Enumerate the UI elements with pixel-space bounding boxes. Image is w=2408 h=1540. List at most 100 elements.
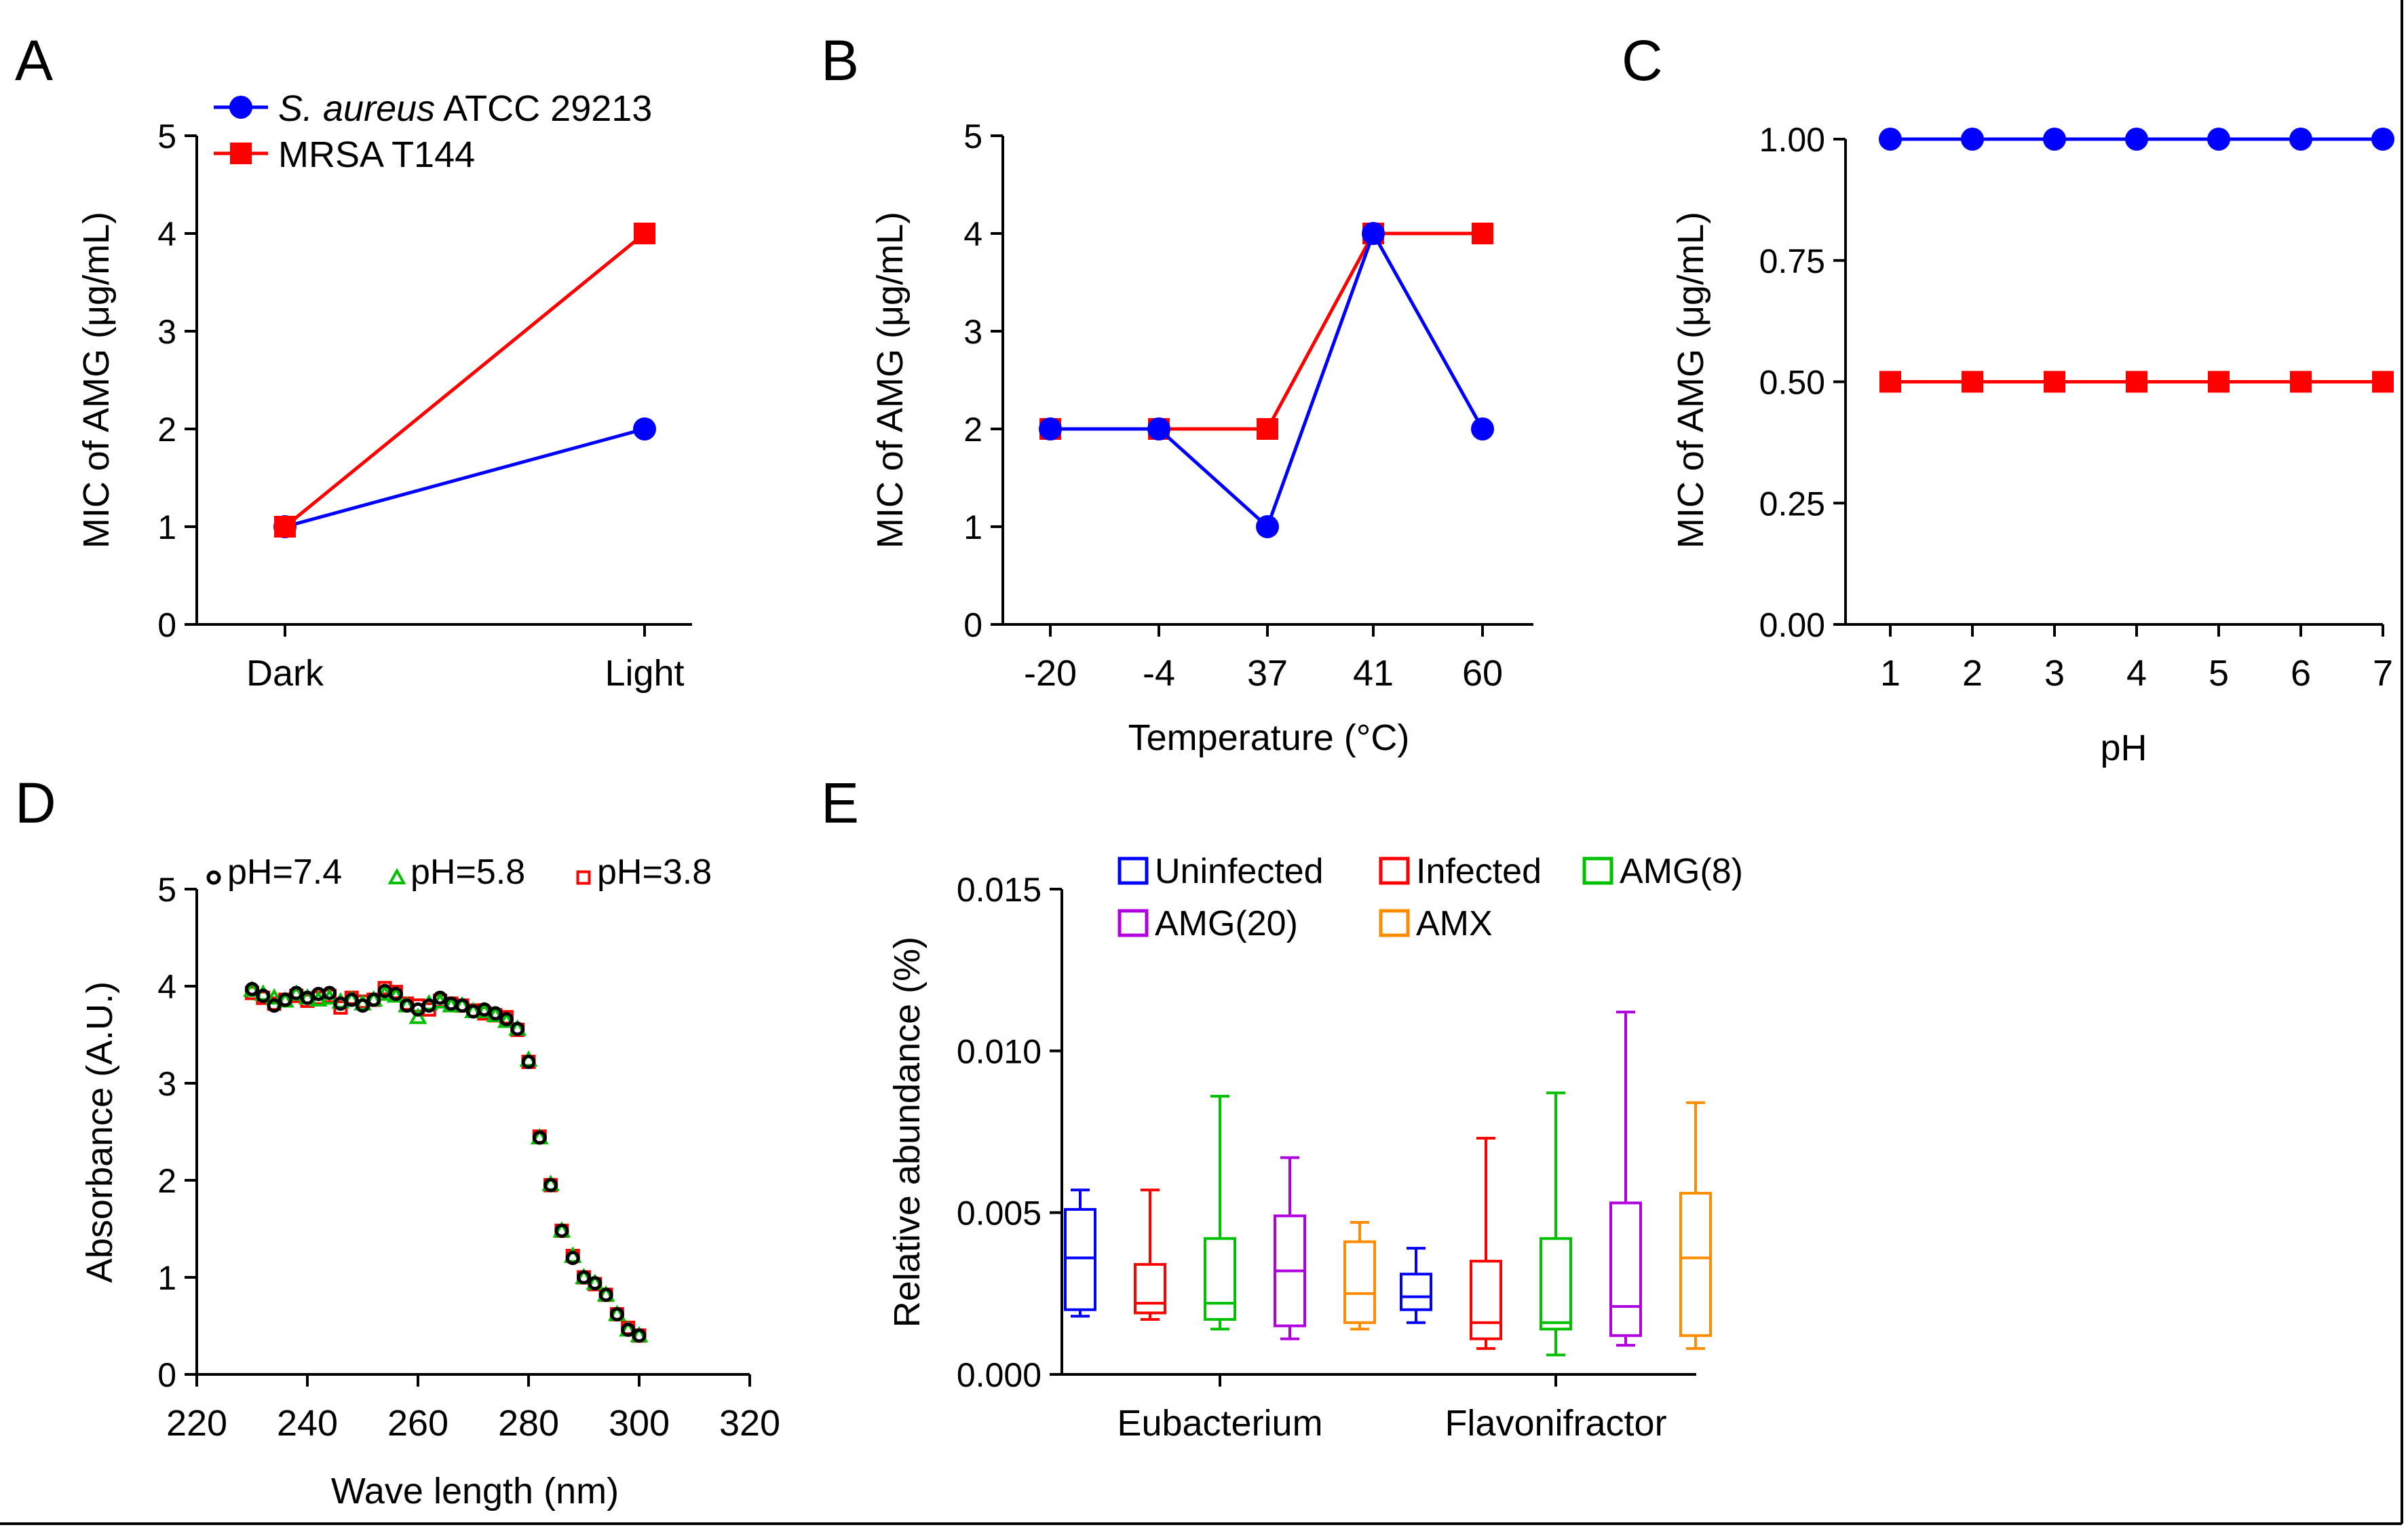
panel-d-data-point xyxy=(256,988,271,1003)
panel-d-y-tick-label: 5 xyxy=(157,871,176,909)
chart-panel-e: 0.000 0.005 0.010 0.015 Eubacterium Flavonifr… xyxy=(887,852,1743,1444)
panel-c-y-tick-label: 1.00 xyxy=(1759,121,1825,159)
legend-label-rest: MRSA T144 xyxy=(278,134,475,175)
legend-label: pH=3.8 xyxy=(597,852,712,892)
legend-swatch xyxy=(1582,857,1613,885)
panel-d-y-tick-label: 4 xyxy=(157,968,176,1006)
panel-d-y-tick-label: 0 xyxy=(157,1356,176,1394)
panel-b-y-tick-label: 2 xyxy=(963,411,982,449)
panel-d-data-point xyxy=(300,990,315,1005)
panel-e-y-axis-title: Relative abundance (%) xyxy=(887,937,928,1328)
panel-d-x-tick-label: 220 xyxy=(166,1403,227,1444)
panel-a-data-point xyxy=(634,223,655,244)
panel-d-data-point xyxy=(421,998,436,1013)
panel-b-series-line xyxy=(1050,229,1485,530)
panel-c-y-tick-label: 0.00 xyxy=(1759,606,1825,644)
panel-d-data-point xyxy=(289,985,304,1000)
panel-c-x-tick-label: 3 xyxy=(2044,653,2065,694)
panel-b-data-point xyxy=(1257,418,1278,440)
panel-d-data-point xyxy=(554,1223,569,1238)
panel-a-y-axis-title: MIC of AMG (μg/mL) xyxy=(76,212,117,548)
panel-d-data-point xyxy=(444,996,459,1011)
panel-b-y-tick-label: 3 xyxy=(963,313,982,351)
panel-b-x-tick-label: 37 xyxy=(1247,653,1288,694)
panel-label-a: A xyxy=(15,29,53,92)
panel-a-y-tick-label: 2 xyxy=(157,411,176,449)
panel-c-x-tick-label: 5 xyxy=(2209,653,2229,694)
panel-e-y-tick-label: 0.005 xyxy=(957,1195,1041,1233)
panel-c-y-tick-label: 0.25 xyxy=(1759,485,1825,523)
panel-d-data-point xyxy=(388,986,403,1001)
panel-c-data-point xyxy=(1962,371,1983,393)
panel-c-data-point xyxy=(1879,128,1902,151)
panel-d-data-point xyxy=(333,996,348,1011)
panel-d-y-tick-label: 3 xyxy=(157,1065,176,1103)
chart-panel-b: 0 1 2 3 4 5 -20 -4 37 41 60 Temperature (°C) MIC of … xyxy=(870,117,1533,758)
panel-b-data-point xyxy=(1472,223,1493,244)
box-iqr xyxy=(1204,1237,1236,1321)
panel-c-data-point xyxy=(2371,128,2394,151)
panel-d-data-point xyxy=(477,1002,492,1017)
panel-label-e: E xyxy=(821,771,859,835)
panel-d-x-tick-label: 240 xyxy=(277,1403,338,1444)
panel-d-data-point xyxy=(344,992,359,1007)
chart-panel-c: 0.00 0.25 0.50 0.75 1.00 1 2 3 4 5 6 7 pH MIC of AMG … xyxy=(1670,121,2394,768)
box-iqr xyxy=(1470,1260,1502,1340)
panel-a-y-tick-label: 1 xyxy=(157,508,176,546)
panel-a-x-tick-label: Dark xyxy=(246,653,324,694)
panel-d-data-point xyxy=(588,1276,603,1291)
chart-panel-d: 0 1 2 3 4 5 220 240 260 280 300 320 Wave length (nm)… xyxy=(79,852,780,1511)
panel-d-data-point xyxy=(609,1307,624,1321)
panel-b-data-point xyxy=(1256,515,1279,538)
panel-b-x-axis-title: Temperature (°C) xyxy=(1128,717,1410,758)
panel-d-data-point xyxy=(265,988,284,1005)
box-iqr xyxy=(1064,1207,1096,1311)
panel-b-y-tick-label: 1 xyxy=(963,508,982,546)
panel-d-x-tick-label: 260 xyxy=(387,1403,448,1444)
legend-label: AMX xyxy=(1416,904,1493,943)
panel-d-y-tick-label: 2 xyxy=(157,1162,176,1200)
panel-c-data-point xyxy=(2207,128,2230,151)
panel-c-data-point xyxy=(2289,128,2312,151)
panel-b-x-tick-label: 41 xyxy=(1353,653,1394,694)
panel-c-x-tick-label: 7 xyxy=(2373,653,2393,694)
legend-label-rest: ATCC 29213 xyxy=(435,88,652,129)
legend-marker xyxy=(387,867,406,884)
panel-d-data-point xyxy=(455,998,470,1013)
panel-b-data-point xyxy=(1471,417,1494,440)
panel-a-y-tick-label: 4 xyxy=(157,215,176,253)
panel-c-data-point xyxy=(1879,371,1901,393)
panel-e-x-tick-label: Flavonifractor xyxy=(1445,1403,1666,1444)
panel-c-data-point xyxy=(2208,371,2230,393)
panel-c-y-tick-label: 0.50 xyxy=(1759,364,1825,402)
legend-label: AMG(20) xyxy=(1155,904,1298,943)
panel-b-x-tick-label: -20 xyxy=(1024,653,1077,694)
legend-label-italic: S. aureus xyxy=(278,88,435,129)
panel-a-y-tick-label: 5 xyxy=(157,117,176,155)
panel-c-data-point xyxy=(2043,128,2066,151)
panel-c-x-tick-label: 4 xyxy=(2126,653,2147,694)
panel-d-data-point xyxy=(466,1004,480,1019)
panel-e-x-tick-label: Eubacterium xyxy=(1117,1403,1322,1444)
panel-e-y-tick-label: 0.015 xyxy=(957,871,1041,909)
panel-d-data-point xyxy=(400,998,415,1013)
panel-d-x-tick-label: 320 xyxy=(719,1403,780,1444)
panel-d-x-tick-label: 280 xyxy=(498,1403,559,1444)
panel-b-y-tick-label: 0 xyxy=(963,606,982,644)
panel-d-x-tick-label: 300 xyxy=(609,1403,670,1444)
panel-c-x-tick-label: 1 xyxy=(1880,653,1900,694)
legend-label: MRSA T144 xyxy=(278,134,475,175)
panel-c-data-point xyxy=(2372,371,2394,393)
panel-e-y-tick-label: 0.010 xyxy=(957,1032,1041,1070)
panel-a-data-point xyxy=(633,417,656,440)
panel-d-data-point xyxy=(278,992,292,1007)
legend-label: Uninfected xyxy=(1155,852,1324,891)
panel-d-data-point xyxy=(577,1270,591,1285)
legend-marker xyxy=(229,96,252,119)
panel-d-y-axis-title: Absorbance (A.U.) xyxy=(79,981,120,1283)
panel-d-data-point xyxy=(621,1322,636,1337)
panel-a-series-line xyxy=(284,427,645,529)
panel-label-c: C xyxy=(1622,29,1663,92)
panel-d-data-point xyxy=(532,1130,547,1145)
panel-d-data-point xyxy=(245,981,259,996)
